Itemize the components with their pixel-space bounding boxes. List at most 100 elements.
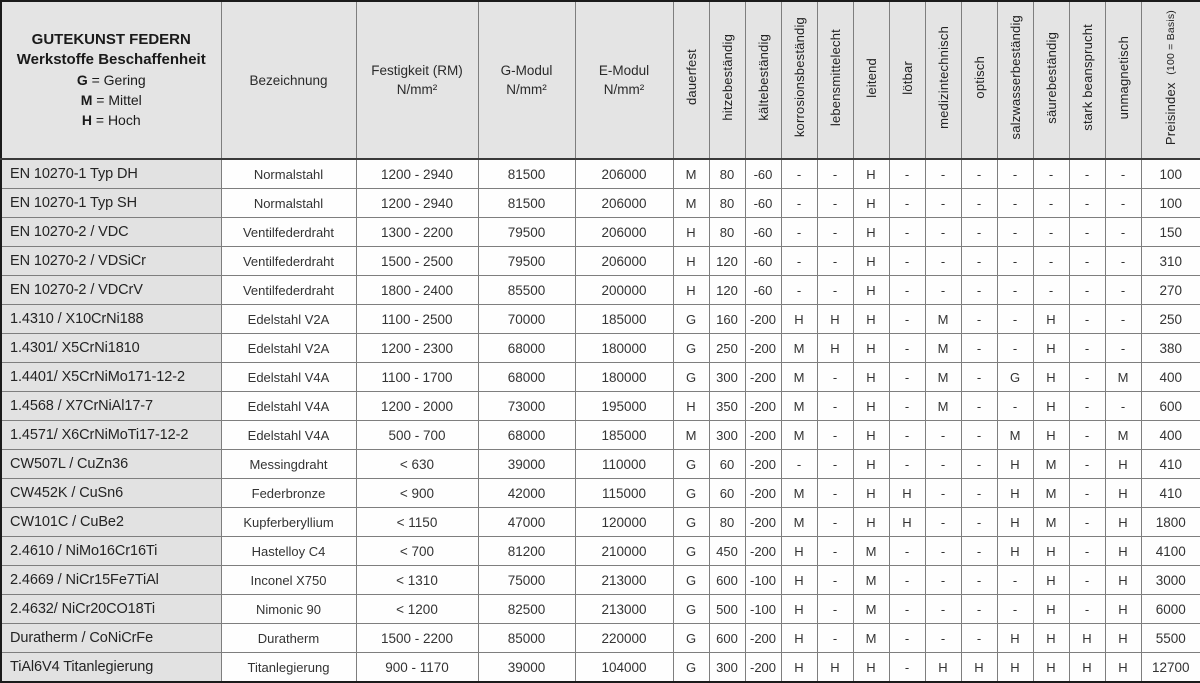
cell-saeurebestaendig: - — [1032, 217, 1070, 247]
legend-mittel: M = Mittel — [80, 92, 142, 108]
cell-g-modul: 68000 — [477, 333, 576, 363]
cell-unmagnetisch: - — [1104, 333, 1142, 363]
cell-preisindex: 5500 — [1140, 623, 1200, 653]
cell-optisch: - — [960, 333, 998, 363]
cell-optisch: - — [960, 478, 998, 508]
cell-festigkeit: 1300 - 2200 — [355, 217, 479, 247]
cell-loetbar: - — [888, 158, 926, 189]
col-header-stark-beansprucht: stark beansprucht — [1068, 0, 1106, 160]
cell-hitzebestaendig: 600 — [708, 623, 746, 653]
cell-preisindex: 1800 — [1140, 507, 1200, 537]
cell-saeurebestaendig: H — [1032, 304, 1070, 334]
cell-loetbar: H — [888, 507, 926, 537]
cell-leitend: H — [852, 158, 890, 189]
cell-material: Duratherm / CoNiCrFe — [0, 623, 222, 653]
cell-preisindex: 100 — [1140, 188, 1200, 218]
cell-saeurebestaendig: - — [1032, 246, 1070, 276]
cell-dauerfest: G — [672, 594, 710, 624]
cell-kaeltebestaendig: -200 — [744, 536, 782, 566]
cell-g-modul: 79500 — [477, 217, 576, 247]
cell-e-modul: 213000 — [574, 594, 674, 624]
col-header-lebensmittelecht: lebensmittelecht — [816, 0, 854, 160]
cell-lebensmittelecht: - — [816, 536, 854, 566]
cell-preisindex: 400 — [1140, 420, 1200, 450]
cell-e-modul: 120000 — [574, 507, 674, 537]
cell-lebensmittelecht: H — [816, 304, 854, 334]
table-row: CW452K / CuSn6 Federbronze < 900 42000 11500… — [0, 478, 1200, 508]
cell-dauerfest: H — [672, 275, 710, 305]
cell-unmagnetisch: H — [1104, 507, 1142, 537]
cell-g-modul: 42000 — [477, 478, 576, 508]
col-header-loetbar: lötbar — [888, 0, 926, 160]
cell-leitend: H — [852, 391, 890, 421]
cell-material: EN 10270-2 / VDSiCr — [0, 246, 222, 276]
cell-e-modul: 206000 — [574, 158, 674, 189]
col-header-dauerfest: dauerfest — [672, 0, 710, 160]
cell-unmagnetisch: M — [1104, 362, 1142, 392]
cell-kaeltebestaendig: -60 — [744, 188, 782, 218]
cell-dauerfest: M — [672, 420, 710, 450]
table-row: 1.4401/ X5CrNiMo171-12-2 Edelstahl V4A 110… — [0, 362, 1200, 392]
cell-material: 1.4301/ X5CrNi1810 — [0, 333, 222, 363]
cell-dauerfest: G — [672, 507, 710, 537]
cell-korrosionsbestaendig: H — [780, 594, 818, 624]
col-header-g-modul: G-Modul N/mm² — [477, 0, 576, 160]
cell-e-modul: 213000 — [574, 565, 674, 595]
cell-festigkeit: < 1310 — [355, 565, 479, 595]
cell-material: 1.4401/ X5CrNiMo171-12-2 — [0, 362, 222, 392]
cell-lebensmittelecht: - — [816, 275, 854, 305]
cell-loetbar: - — [888, 594, 926, 624]
cell-material: EN 10270-2 / VDCrV — [0, 275, 222, 305]
cell-optisch: - — [960, 304, 998, 334]
cell-saeurebestaendig: H — [1032, 594, 1070, 624]
cell-optisch: - — [960, 536, 998, 566]
cell-salzwasserbestaendig: H — [996, 507, 1034, 537]
cell-preisindex: 150 — [1140, 217, 1200, 247]
cell-salzwasserbestaendig: H — [996, 478, 1034, 508]
cell-saeurebestaendig: H — [1032, 391, 1070, 421]
cell-g-modul: 81200 — [477, 536, 576, 566]
cell-e-modul: 185000 — [574, 304, 674, 334]
cell-optisch: - — [960, 594, 998, 624]
cell-material: CW507L / CuZn36 — [0, 449, 222, 479]
col-header-saeurebestaendig: säurebeständig — [1032, 0, 1070, 160]
cell-unmagnetisch: - — [1104, 304, 1142, 334]
cell-kaeltebestaendig: -200 — [744, 333, 782, 363]
cell-medizintechnisch: - — [924, 188, 962, 218]
cell-korrosionsbestaendig: - — [780, 188, 818, 218]
cell-optisch: H — [960, 652, 998, 683]
cell-kaeltebestaendig: -60 — [744, 217, 782, 247]
cell-hitzebestaendig: 300 — [708, 652, 746, 683]
cell-korrosionsbestaendig: H — [780, 652, 818, 683]
cell-g-modul: 70000 — [477, 304, 576, 334]
cell-preisindex: 400 — [1140, 362, 1200, 392]
cell-loetbar: - — [888, 536, 926, 566]
cell-salzwasserbestaendig: H — [996, 623, 1034, 653]
cell-medizintechnisch: - — [924, 246, 962, 276]
cell-kaeltebestaendig: -60 — [744, 158, 782, 189]
cell-saeurebestaendig: - — [1032, 275, 1070, 305]
cell-stark-beansprucht: - — [1068, 594, 1106, 624]
cell-hitzebestaendig: 60 — [708, 449, 746, 479]
cell-saeurebestaendig: H — [1032, 565, 1070, 595]
cell-e-modul: 180000 — [574, 333, 674, 363]
cell-festigkeit: < 1200 — [355, 594, 479, 624]
cell-saeurebestaendig: H — [1032, 652, 1070, 683]
cell-bezeichnung: Edelstahl V2A — [220, 333, 357, 363]
table-subtitle: Werkstoffe Beschaffenheit — [16, 51, 206, 68]
cell-preisindex: 4100 — [1140, 536, 1200, 566]
cell-medizintechnisch: M — [924, 304, 962, 334]
cell-preisindex: 270 — [1140, 275, 1200, 305]
cell-unmagnetisch: H — [1104, 449, 1142, 479]
cell-saeurebestaendig: M — [1032, 449, 1070, 479]
col-header-korrosionsbestaendig: korrosionsbeständig — [780, 0, 818, 160]
cell-leitend: H — [852, 449, 890, 479]
cell-dauerfest: G — [672, 565, 710, 595]
cell-e-modul: 206000 — [574, 217, 674, 247]
cell-leitend: H — [852, 652, 890, 683]
table-row: EN 10270-1 Typ SH Normalstahl 1200 - 2940 8… — [0, 188, 1200, 218]
table-title: GUTEKUNST FEDERN — [31, 31, 191, 48]
cell-preisindex: 12700 — [1140, 652, 1200, 683]
cell-saeurebestaendig: H — [1032, 536, 1070, 566]
cell-loetbar: - — [888, 246, 926, 276]
